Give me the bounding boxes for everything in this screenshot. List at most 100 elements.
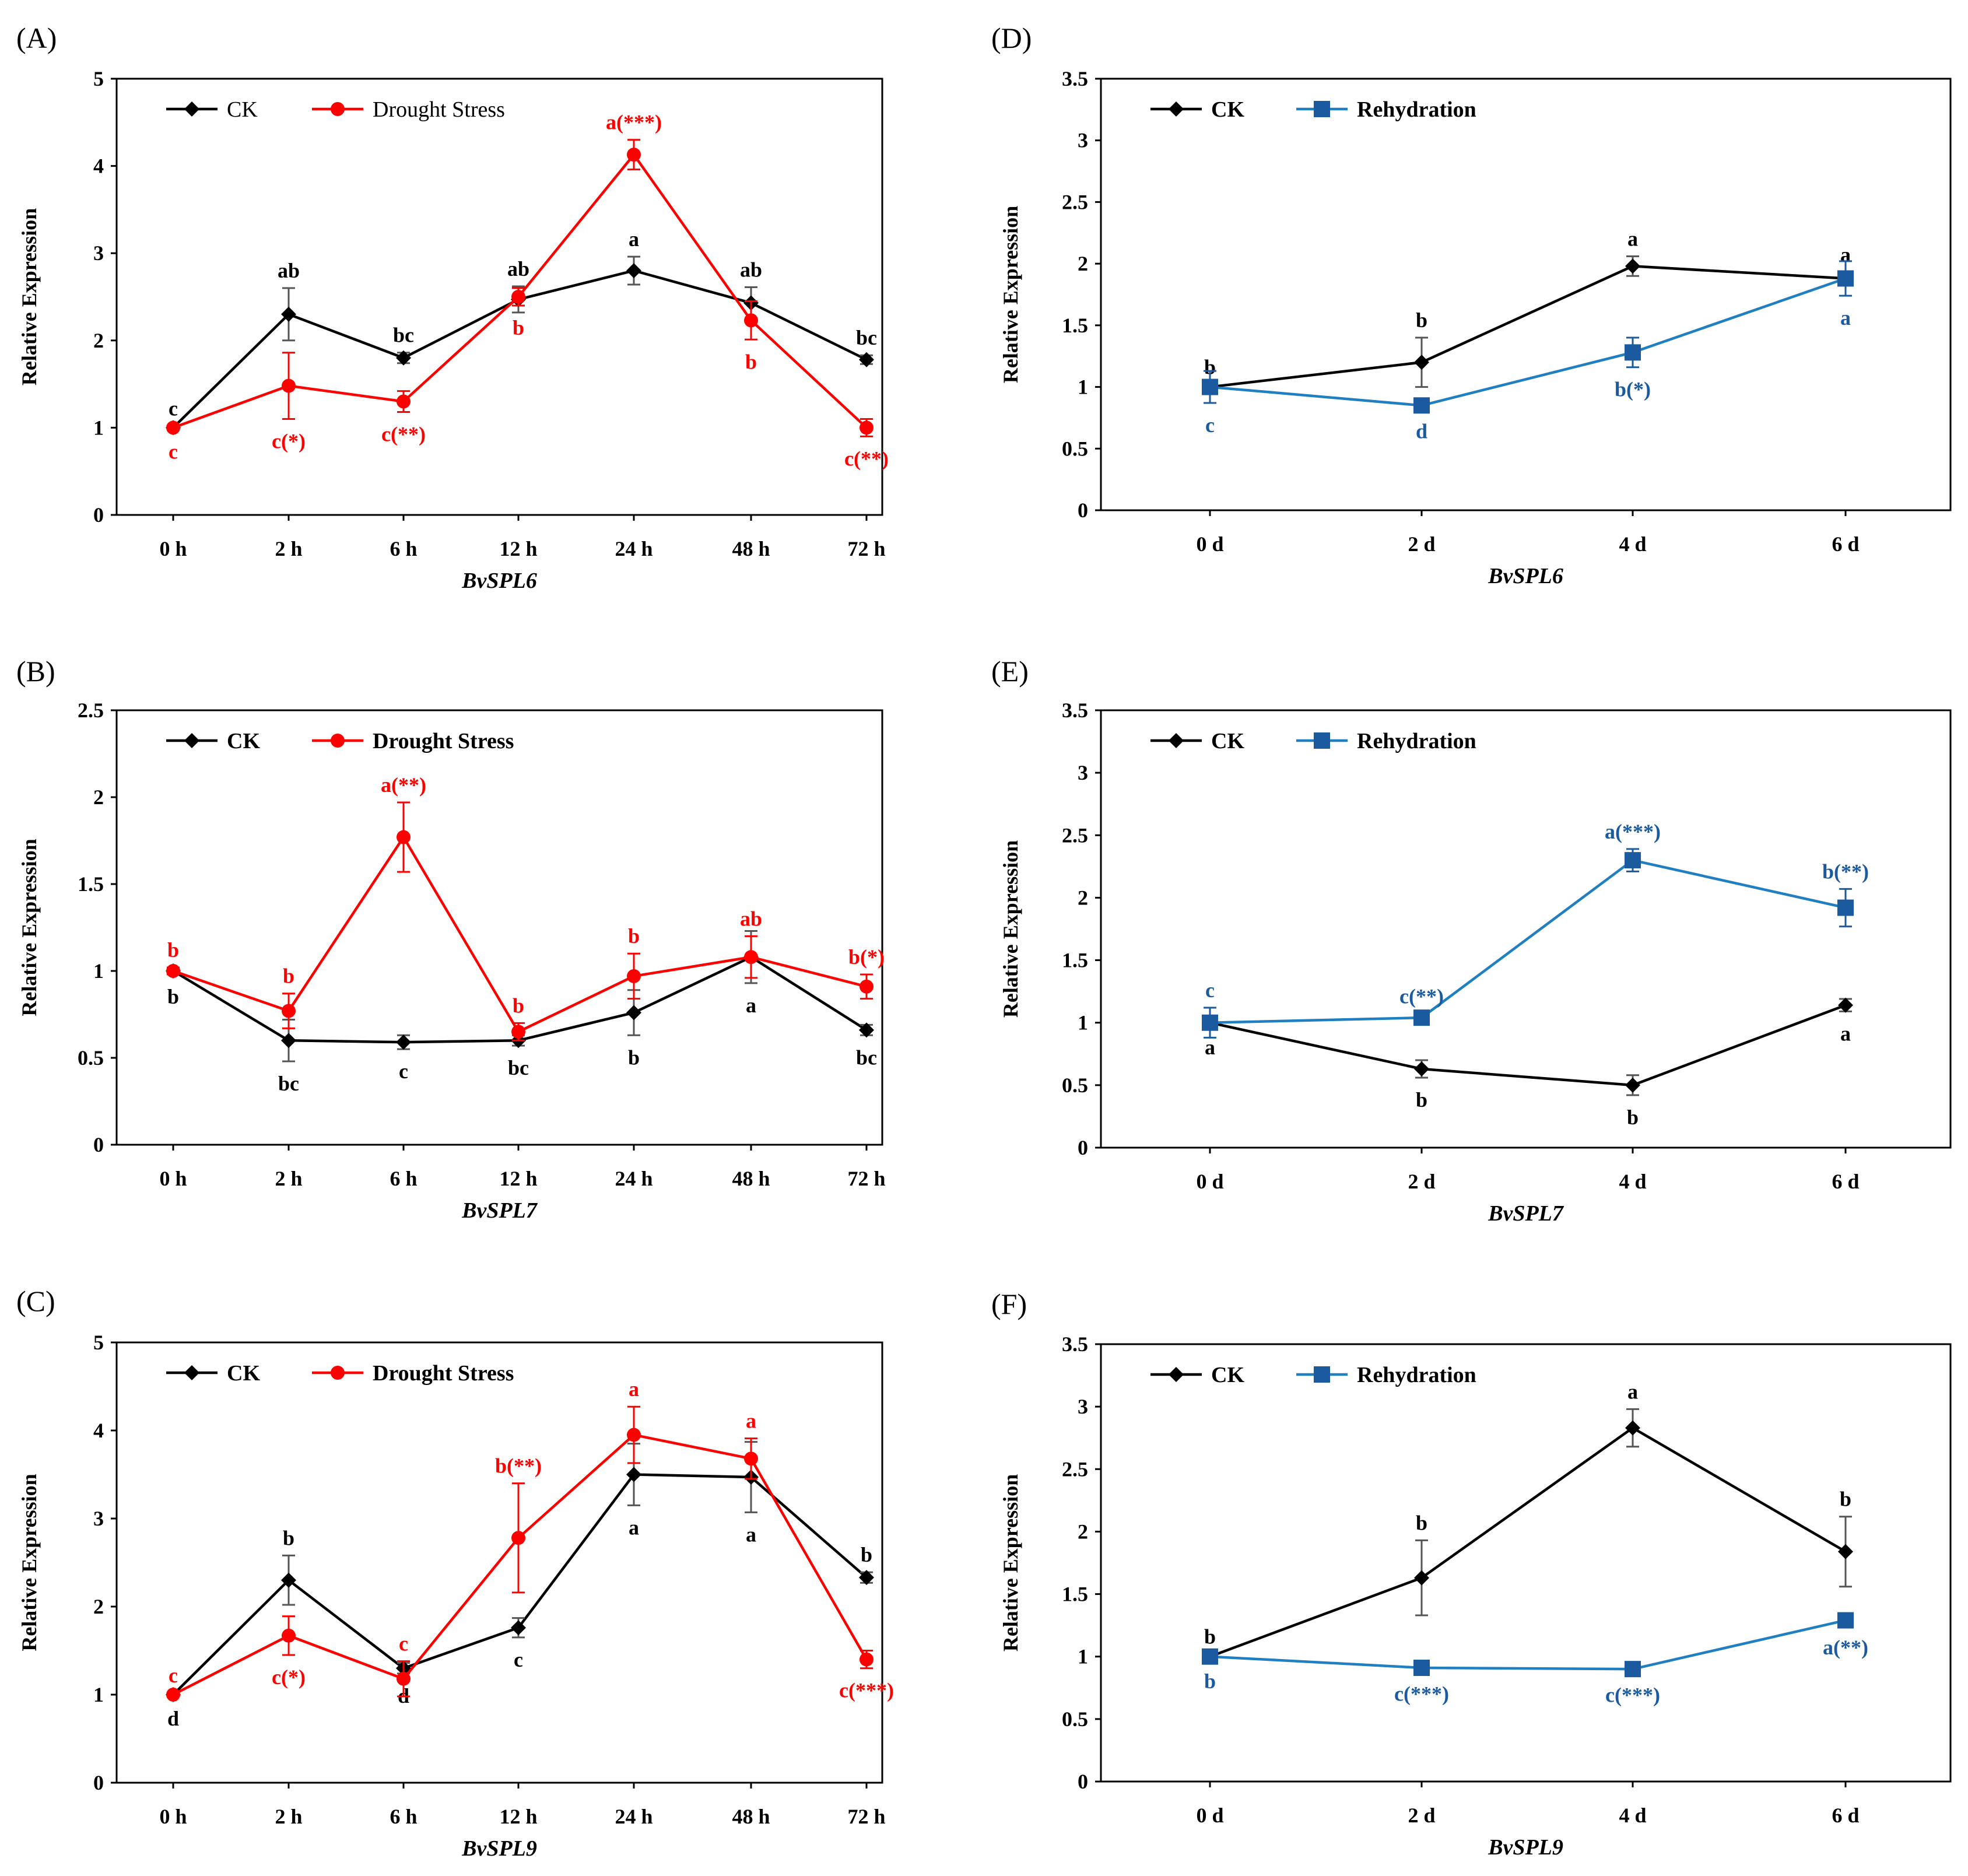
data-point — [1413, 1660, 1430, 1676]
y-tick-label: 0.5 — [1062, 1074, 1088, 1097]
data-point — [396, 1035, 411, 1050]
significance-label: b — [1204, 1670, 1216, 1693]
x-tick-label: 48 h — [732, 1167, 770, 1190]
y-tick-label: 0.5 — [1062, 437, 1088, 460]
significance-label: a — [629, 1516, 639, 1539]
series-line — [1209, 277, 1846, 407]
data-point — [1838, 1544, 1853, 1559]
significance-label: ab — [740, 907, 762, 930]
y-axis-label: Relative Expression — [17, 839, 41, 1016]
y-tick-label: 2.5 — [1062, 190, 1088, 213]
significance-label: c — [514, 1648, 523, 1671]
significance-label: b — [628, 924, 640, 948]
series-rehydration: c d b(*) a — [1202, 260, 1854, 443]
x-tick-label: 0 h — [159, 1805, 187, 1828]
y-tick-label: 1.5 — [1062, 314, 1088, 337]
legend-marker — [1314, 1366, 1330, 1383]
y-tick-label: 5 — [93, 67, 104, 90]
significance-label: a — [746, 1523, 756, 1546]
series-drought-stress: c c(*) c b(**) a a c(***) — [166, 1377, 894, 1702]
x-axis-title: BvSPL7 — [1488, 1201, 1564, 1226]
x-axis-title: BvSPL6 — [1488, 564, 1563, 588]
significance-label: bc — [278, 1072, 299, 1095]
significance-label: a — [1840, 1022, 1851, 1045]
significance-label: b — [513, 994, 524, 1017]
y-tick-label: 0.5 — [78, 1046, 104, 1070]
x-tick-label: 0 d — [1196, 532, 1223, 556]
data-point — [1838, 997, 1853, 1013]
significance-label: c — [169, 397, 178, 420]
x-tick-label: 6 h — [390, 537, 417, 560]
data-point — [860, 420, 874, 435]
significance-label: b(*) — [848, 945, 885, 969]
y-tick-label: 1 — [1078, 1645, 1088, 1668]
x-tick-label: 72 h — [847, 1805, 885, 1828]
y-tick-label: 3 — [1078, 129, 1088, 152]
legend-label: CK — [1211, 97, 1244, 122]
data-point — [1413, 1009, 1430, 1026]
significance-label: c — [169, 440, 178, 463]
data-point — [166, 420, 180, 435]
plot-frame — [1100, 709, 1952, 1149]
x-axis-title: BvSPL7 — [461, 1198, 538, 1223]
significance-label: c — [1205, 413, 1215, 437]
significance-label: b — [861, 1543, 872, 1566]
data-point — [282, 1628, 296, 1643]
x-tick-label: 6 h — [390, 1805, 417, 1828]
significance-label: c — [399, 1632, 408, 1656]
significance-label: c(**) — [844, 447, 889, 470]
data-point — [744, 313, 758, 328]
x-tick-label: 72 h — [847, 1167, 885, 1190]
series-line — [1209, 1426, 1847, 1658]
y-tick-label: 0 — [93, 1771, 104, 1794]
panel-letter: (B) — [16, 655, 55, 688]
y-tick-label: 0 — [1078, 499, 1088, 522]
x-tick-label: 4 d — [1619, 1804, 1646, 1827]
y-axis-label: Relative Expression — [999, 1474, 1022, 1651]
panel-letter: (A) — [16, 22, 57, 54]
y-axis-label: Relative Expression — [999, 840, 1022, 1018]
data-point — [511, 1025, 525, 1039]
significance-label: c(*) — [272, 1665, 306, 1689]
significance-label: b — [1840, 1488, 1851, 1511]
data-point — [282, 378, 296, 393]
series-ck: b b a b — [1202, 1380, 1853, 1664]
legend-label: Rehydration — [1357, 1363, 1476, 1387]
y-tick-label: 3.5 — [1062, 67, 1088, 90]
significance-label: b(**) — [1822, 860, 1869, 883]
legend-marker — [331, 734, 345, 748]
data-point — [166, 964, 180, 978]
legend-marker — [184, 101, 199, 117]
significance-label: bc — [856, 1046, 877, 1069]
y-tick-label: 0 — [1078, 1136, 1088, 1159]
series-line — [1209, 858, 1846, 1024]
significance-label: b — [1416, 1511, 1427, 1534]
significance-label: bc — [393, 324, 414, 347]
x-tick-label: 4 d — [1619, 1170, 1646, 1193]
chart-panel-1: (A) 0 1 2 3 4 5 0 h 2 h 6 h 12 h 24 h 48 h 72 h Relati… — [16, 22, 889, 593]
significance-label: a(***) — [606, 111, 662, 134]
y-tick-label: 0.5 — [1062, 1707, 1088, 1731]
y-tick-label: 2 — [93, 329, 104, 352]
x-tick-label: 6 d — [1832, 1804, 1859, 1827]
data-point — [1837, 899, 1854, 916]
y-tick-label: 3 — [93, 241, 104, 265]
panel-letter: (F) — [991, 1288, 1027, 1320]
y-tick-label: 5 — [93, 1331, 104, 1354]
significance-label: b — [1416, 308, 1427, 332]
y-axis-label: Relative Expression — [17, 1474, 41, 1651]
panel-letter: (D) — [991, 22, 1032, 54]
significance-label: b — [1627, 1106, 1639, 1129]
series-ck: a b b a — [1202, 997, 1853, 1129]
y-tick-label: 1 — [93, 959, 104, 983]
legend-label: Drought Stress — [373, 1361, 514, 1386]
legend-label: CK — [1211, 1363, 1244, 1387]
significance-label: c(**) — [1399, 985, 1444, 1008]
significance-label: b — [745, 350, 757, 373]
series-line — [1209, 1619, 1846, 1671]
series-rehydration: c c(**) a(***) b(**) — [1202, 820, 1869, 1039]
y-tick-label: 2 — [1078, 252, 1088, 275]
significance-label: b — [1204, 1625, 1216, 1648]
y-tick-label: 1 — [93, 416, 104, 439]
data-point — [627, 1428, 641, 1442]
